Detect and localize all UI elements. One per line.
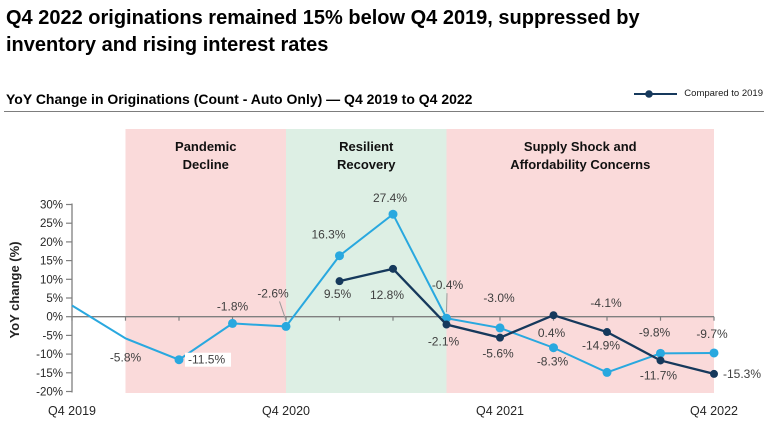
header-divider (4, 111, 764, 112)
region-label-resilient-recovery: Recovery (337, 157, 396, 172)
data-point-vs2019-q32021 (442, 320, 451, 329)
data-label-yoy-q22020: -11.5% (188, 353, 225, 367)
data-label-yoy-q32021: -0.4% (432, 278, 464, 292)
page-title-line1: Q4 2022 originations remained 15% below … (6, 7, 640, 29)
data-label-vs2019-q12021: 9.5% (324, 287, 352, 301)
data-label-vs2019-q42021: -5.6% (482, 347, 514, 361)
data-label-yoy-q32022: -9.8% (639, 325, 671, 339)
data-point-yoy-q32020 (228, 318, 237, 328)
legend-line-marker-icon (634, 89, 678, 98)
data-label-vs2019-q32021: -2.1% (428, 335, 460, 349)
region-label-supply-shock: Affordability Concerns (510, 157, 650, 172)
data-point-vs2019-q32022 (656, 356, 665, 365)
data-point-vs2019-q12022 (549, 311, 558, 320)
data-label-vs2019-q22021: 12.8% (370, 288, 404, 302)
data-label-bg (185, 352, 231, 367)
x-axis-tick-label-q42020: Q4 2020 (262, 404, 310, 418)
data-label-yoy-q42020: -2.6% (257, 286, 289, 300)
data-label-yoy-q42022: -9.7% (696, 327, 728, 341)
data-label-yoy-q12020: -5.8% (110, 350, 142, 364)
data-label-yoy-q42021: -3.0% (483, 291, 515, 305)
region-label-pandemic-decline: Decline (183, 157, 229, 172)
y-axis-tick-label: 5% (46, 293, 63, 305)
data-label-vs2019-q12022: 0.4% (538, 326, 566, 340)
data-point-vs2019-q42021 (496, 333, 504, 342)
y-axis-tick-label: -15% (36, 368, 63, 380)
data-label-vs2019-q32022: -11.7% (640, 368, 677, 382)
data-label-vs2019-q42022: -15.3% (723, 367, 761, 381)
legend: Compared to 2019 (633, 88, 763, 99)
data-label-yoy-q22022: -14.9% (582, 338, 620, 352)
x-axis-tick-label-q42021: Q4 2021 (476, 404, 524, 418)
data-label-yoy-q32020: -1.8% (217, 299, 249, 313)
data-label-yoy-q22021: 27.4% (373, 191, 407, 205)
data-point-yoy-q42022 (709, 348, 719, 358)
series-line-vs2019 (339, 267, 715, 376)
region-label-supply-shock: Supply Shock and (524, 139, 637, 154)
page-title: Q4 2022 originations remained 15% below … (6, 5, 746, 59)
x-axis-tick-label-q42022: Q4 2022 (690, 404, 738, 418)
data-point-yoy-q12021 (335, 251, 344, 261)
data-point-vs2019-q42022 (710, 369, 718, 378)
region-label-pandemic-decline: Pandemic (175, 139, 236, 154)
region-resilient-recovery (286, 129, 447, 393)
y-axis-tick-label: 0% (46, 312, 63, 324)
data-point-vs2019-q22021 (389, 264, 397, 273)
label-leader-line (446, 293, 448, 313)
data-point-yoy-q42020 (281, 321, 291, 331)
x-axis-tick-label-q42019: Q4 2019 (48, 404, 96, 418)
y-axis-tick-label: 10% (40, 274, 63, 286)
y-axis-tick-label: 25% (40, 218, 63, 230)
y-axis-tick-label: 20% (40, 237, 63, 249)
y-axis-tick-label: -5% (43, 330, 63, 342)
data-label-yoy-q12022: -8.3% (537, 355, 569, 369)
data-point-vs2019-q22022 (603, 328, 611, 337)
y-axis-tick-label: 30% (40, 200, 63, 212)
data-point-yoy-q22021 (388, 209, 398, 219)
data-point-yoy-q22020 (174, 355, 184, 365)
y-axis-tick-label: 15% (40, 256, 63, 268)
region-supply-shock (446, 129, 714, 393)
data-label-vs2019-q22022: -4.1% (590, 296, 622, 310)
data-point-vs2019-q12021 (335, 277, 344, 286)
y-axis-title: YoY change (%) (7, 241, 22, 338)
data-point-yoy-q32022 (656, 348, 665, 358)
y-axis-tick-label: -20% (36, 387, 63, 399)
data-point-yoy-q22022 (602, 367, 612, 377)
data-point-yoy-q32021 (442, 313, 451, 323)
data-point-yoy-q42021 (495, 323, 505, 333)
chart-title: YoY Change in Originations (Count - Auto… (6, 91, 473, 107)
legend-label: Compared to 2019 (684, 88, 763, 99)
data-point-yoy-q12022 (549, 343, 558, 353)
y-axis-tick-label: -10% (36, 349, 63, 361)
page-title-line2: inventory and rising interest rates (6, 34, 329, 56)
data-label-yoy-q12021: 16.3% (311, 228, 345, 242)
label-leader-line (279, 301, 287, 321)
region-label-resilient-recovery: Resilient (339, 139, 394, 154)
